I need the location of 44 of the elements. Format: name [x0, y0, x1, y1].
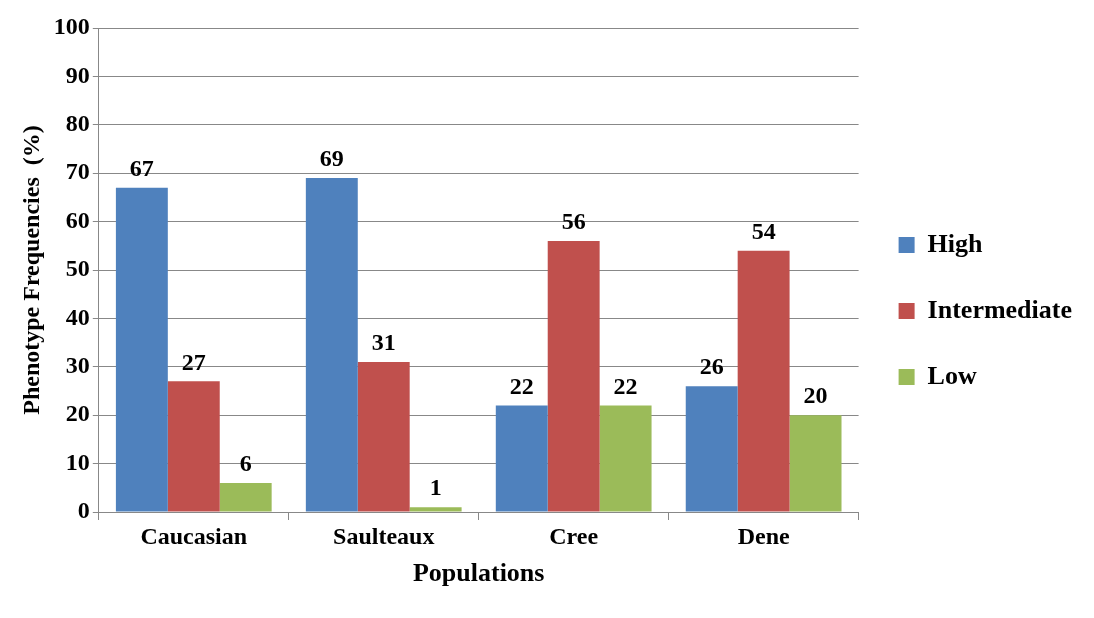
- x-tick-label: Dene: [737, 522, 790, 549]
- y-tick-label: 100: [53, 13, 90, 40]
- y-tick-label: 50: [65, 255, 90, 282]
- x-axis-title: Populations: [412, 558, 545, 588]
- data-label: 54: [751, 217, 776, 244]
- bar: [167, 381, 220, 512]
- y-tick-label: 70: [65, 158, 90, 185]
- bar: [599, 405, 652, 512]
- y-tick-label: 90: [65, 61, 90, 88]
- bar: [789, 415, 842, 512]
- data-label: 31: [371, 329, 396, 356]
- data-label: 69: [319, 145, 344, 172]
- legend-label: Low: [927, 360, 977, 390]
- data-label: 6: [239, 450, 252, 477]
- y-tick-label: 60: [65, 206, 90, 233]
- data-label: 27: [181, 348, 206, 375]
- bar: [219, 482, 272, 512]
- legend-label: High: [927, 228, 984, 258]
- bar: [547, 240, 600, 512]
- data-label: 1: [429, 474, 442, 501]
- bar: [737, 250, 790, 512]
- data-label: 56: [561, 208, 586, 235]
- data-label: 67: [129, 154, 154, 181]
- bar: [495, 405, 548, 512]
- bar: [685, 386, 738, 512]
- x-tick-label: Saulteaux: [333, 522, 435, 549]
- data-label: 26: [699, 353, 724, 380]
- y-tick-label: 20: [65, 400, 90, 427]
- bar: [357, 361, 410, 512]
- data-label: 22: [509, 372, 534, 399]
- y-tick-label: 80: [65, 110, 90, 136]
- y-tick-label: 10: [65, 448, 90, 475]
- data-label: 22: [613, 372, 638, 399]
- data-label: 20: [803, 382, 828, 409]
- bar: [409, 507, 462, 512]
- x-tick-label: Caucasian: [140, 522, 248, 549]
- y-axis-title: Phenotype Frequencies (%): [17, 125, 44, 415]
- x-tick-label: Cree: [549, 522, 599, 549]
- legend-label: Intermediate: [927, 294, 1073, 324]
- bar: [115, 187, 168, 512]
- y-tick-label: 30: [65, 352, 90, 378]
- y-tick-label: 0: [77, 497, 90, 524]
- y-tick-label: 40: [65, 303, 90, 330]
- bar: [305, 178, 358, 512]
